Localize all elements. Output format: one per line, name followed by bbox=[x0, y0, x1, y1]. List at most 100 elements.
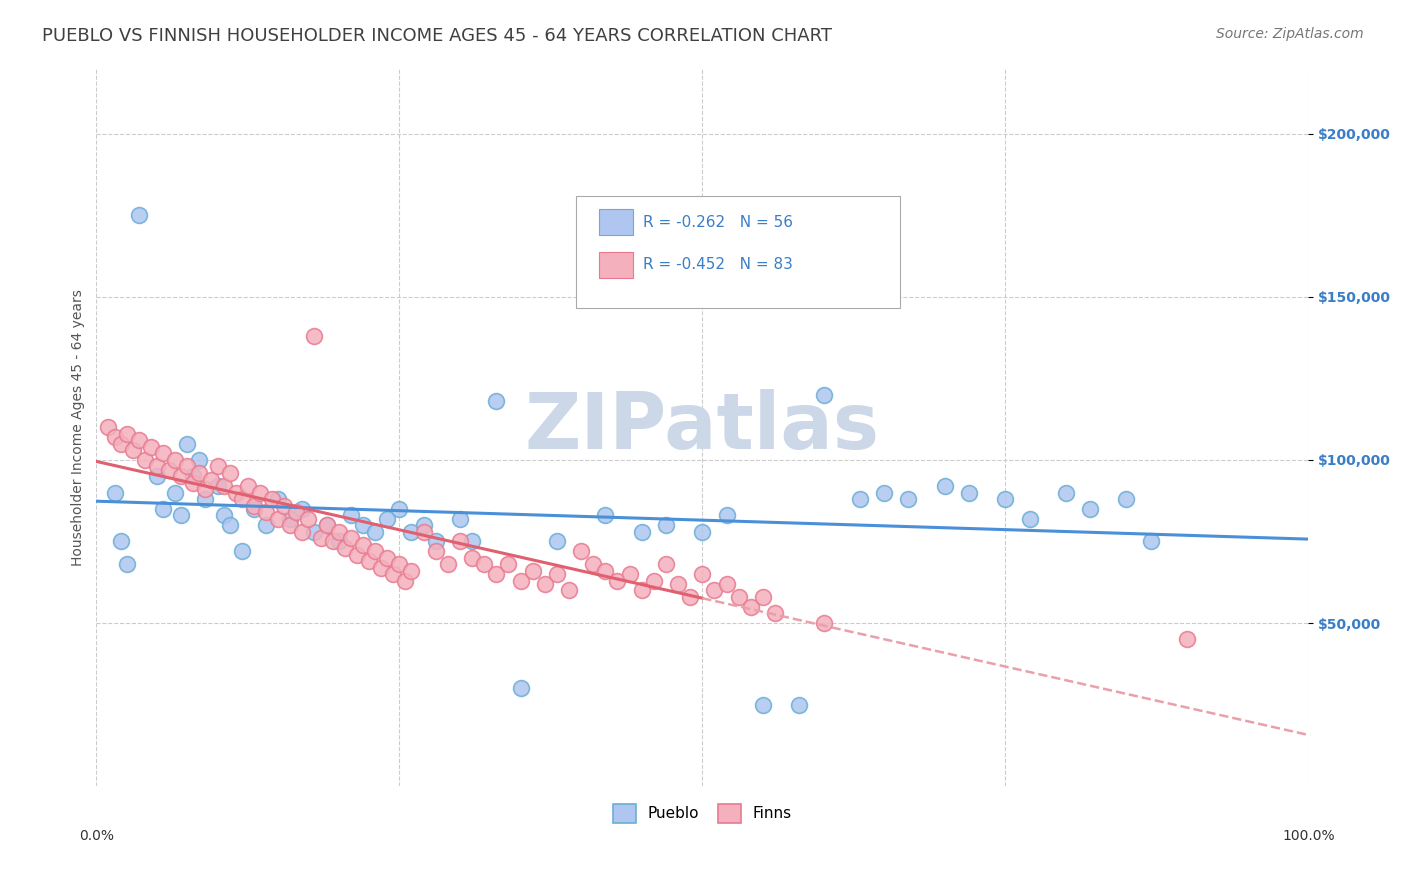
Point bbox=[619, 567, 641, 582]
Point bbox=[146, 469, 169, 483]
Point bbox=[752, 590, 775, 604]
Point bbox=[509, 574, 531, 588]
Point bbox=[267, 511, 290, 525]
Point bbox=[692, 524, 714, 539]
Point bbox=[188, 466, 211, 480]
Point bbox=[679, 590, 702, 604]
Point bbox=[727, 590, 749, 604]
Point bbox=[243, 501, 266, 516]
Point bbox=[110, 436, 132, 450]
Point bbox=[897, 491, 920, 506]
Point bbox=[340, 531, 363, 545]
Point bbox=[315, 518, 337, 533]
Point bbox=[740, 599, 762, 614]
Point bbox=[752, 698, 775, 712]
Point bbox=[297, 511, 319, 525]
Point bbox=[207, 479, 229, 493]
Point bbox=[170, 508, 193, 523]
Point bbox=[388, 501, 411, 516]
Point bbox=[692, 567, 714, 582]
Point bbox=[146, 459, 169, 474]
Point bbox=[304, 329, 326, 343]
Point bbox=[370, 560, 392, 574]
Point bbox=[375, 550, 398, 565]
Point bbox=[181, 475, 204, 490]
Point bbox=[254, 505, 277, 519]
Point bbox=[115, 426, 138, 441]
Point bbox=[1139, 534, 1161, 549]
Point bbox=[249, 485, 271, 500]
Point bbox=[412, 518, 434, 533]
Point bbox=[170, 469, 193, 483]
Point bbox=[873, 485, 896, 500]
Point bbox=[243, 499, 266, 513]
Point bbox=[152, 501, 174, 516]
Point bbox=[128, 434, 150, 448]
Point bbox=[364, 544, 387, 558]
Point bbox=[994, 491, 1017, 506]
Point bbox=[188, 453, 211, 467]
Point bbox=[181, 469, 204, 483]
Point bbox=[165, 485, 187, 500]
Point bbox=[558, 583, 581, 598]
Point bbox=[278, 518, 301, 533]
Point bbox=[425, 544, 447, 558]
Text: PUEBLO VS FINNISH HOUSEHOLDER INCOME AGES 45 - 64 YEARS CORRELATION CHART: PUEBLO VS FINNISH HOUSEHOLDER INCOME AGE… bbox=[42, 27, 832, 45]
Point bbox=[425, 534, 447, 549]
Point bbox=[285, 505, 308, 519]
Point bbox=[461, 550, 484, 565]
Point bbox=[121, 443, 143, 458]
Point bbox=[934, 479, 956, 493]
Point bbox=[716, 577, 738, 591]
Point bbox=[666, 577, 689, 591]
Point bbox=[606, 574, 628, 588]
Point bbox=[340, 508, 363, 523]
Point bbox=[333, 541, 356, 555]
Point bbox=[231, 491, 253, 506]
Point bbox=[1175, 632, 1198, 647]
Point bbox=[498, 558, 520, 572]
Point bbox=[813, 615, 835, 630]
Point bbox=[165, 453, 187, 467]
Point bbox=[655, 518, 678, 533]
Point bbox=[716, 508, 738, 523]
Legend: Pueblo, Finns: Pueblo, Finns bbox=[606, 797, 799, 829]
Point bbox=[1018, 511, 1040, 525]
Point bbox=[352, 518, 374, 533]
Point bbox=[595, 508, 617, 523]
Y-axis label: Householder Income Ages 45 - 64 years: Householder Income Ages 45 - 64 years bbox=[72, 289, 86, 566]
Text: ZIPatlas: ZIPatlas bbox=[524, 389, 880, 466]
Point bbox=[97, 420, 120, 434]
Point bbox=[546, 534, 568, 549]
Text: Source: ZipAtlas.com: Source: ZipAtlas.com bbox=[1216, 27, 1364, 41]
Point bbox=[630, 524, 652, 539]
Point bbox=[207, 459, 229, 474]
Point bbox=[212, 479, 235, 493]
Point bbox=[401, 564, 423, 578]
Point bbox=[176, 436, 198, 450]
Point bbox=[103, 485, 125, 500]
Text: 100.0%: 100.0% bbox=[1282, 830, 1334, 843]
Point bbox=[485, 567, 508, 582]
Point bbox=[1115, 491, 1137, 506]
Point bbox=[231, 544, 253, 558]
Point bbox=[304, 524, 326, 539]
Point bbox=[267, 491, 290, 506]
Point bbox=[436, 558, 458, 572]
Point bbox=[449, 511, 471, 525]
Point bbox=[309, 531, 332, 545]
Point bbox=[449, 534, 471, 549]
Point bbox=[849, 491, 872, 506]
Point bbox=[382, 567, 405, 582]
Point bbox=[128, 208, 150, 222]
Point bbox=[582, 558, 605, 572]
Point bbox=[957, 485, 980, 500]
Point bbox=[533, 577, 555, 591]
Point bbox=[546, 567, 568, 582]
Point bbox=[643, 574, 665, 588]
Point bbox=[509, 681, 531, 696]
Point bbox=[273, 499, 295, 513]
Point bbox=[352, 538, 374, 552]
Point bbox=[194, 483, 217, 497]
Point bbox=[200, 473, 222, 487]
